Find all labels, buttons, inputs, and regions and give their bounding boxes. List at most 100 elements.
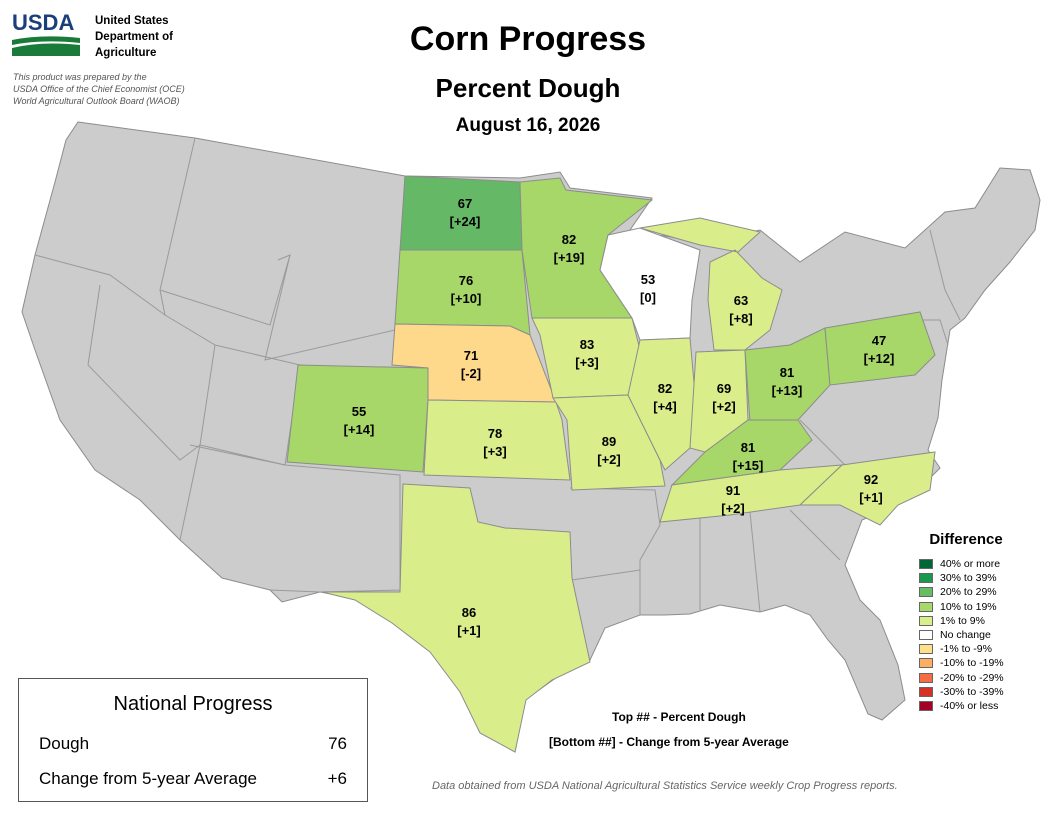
state-value-label: 47 bbox=[872, 333, 886, 348]
legend-item: 30% to 39% bbox=[916, 571, 1036, 585]
legend-swatch bbox=[919, 644, 933, 655]
state-michigan bbox=[639, 217, 783, 351]
legend-label: -10% to -19% bbox=[940, 657, 1004, 670]
prepared-line: World Agricultural Outlook Board (WAOB) bbox=[13, 96, 180, 106]
state-diff-label: [+2] bbox=[721, 501, 744, 516]
state-kansas bbox=[423, 399, 571, 481]
prepared-by-note: This product was prepared by the USDA Of… bbox=[13, 71, 185, 107]
state-diff-label: [+3] bbox=[575, 355, 598, 370]
state-diff-label: [+1] bbox=[457, 623, 480, 638]
legend-label: -40% or less bbox=[940, 699, 999, 712]
state-diff-label: [+15] bbox=[733, 458, 764, 473]
legend-swatch bbox=[919, 573, 933, 584]
state-diff-label: [-2] bbox=[461, 366, 481, 381]
state-value-label: 86 bbox=[462, 605, 476, 620]
state-value-label: 82 bbox=[658, 381, 672, 396]
agency-line: United States bbox=[95, 15, 169, 27]
state-north-carolina bbox=[798, 451, 936, 526]
state-diff-label: [0] bbox=[640, 290, 656, 305]
map-date: August 16, 2026 bbox=[455, 115, 601, 136]
legend-label: 10% to 19% bbox=[940, 600, 997, 613]
legend-item: -10% to -19% bbox=[916, 656, 1036, 670]
legend-label: -30% to -39% bbox=[940, 685, 1004, 698]
legend-item: No change bbox=[916, 628, 1036, 642]
state-diff-label: [+13] bbox=[772, 383, 803, 398]
national-progress-box: National Progress Dough 76 Change from 5… bbox=[18, 678, 368, 802]
legend-label: No change bbox=[940, 629, 991, 642]
state-diff-label: [+19] bbox=[554, 250, 585, 265]
state-value-label: 53 bbox=[641, 272, 655, 287]
state-illinois bbox=[627, 337, 697, 471]
state-diff-label: [+2] bbox=[597, 452, 620, 467]
state-diff-label: [+10] bbox=[451, 291, 482, 306]
state-value-label: 83 bbox=[580, 337, 594, 352]
legend-item: -1% to -9% bbox=[916, 642, 1036, 656]
state-value-label: 69 bbox=[717, 381, 731, 396]
national-progress-value: 76 bbox=[328, 734, 347, 753]
legend-swatch bbox=[919, 672, 933, 683]
usda-logo: USDA bbox=[12, 10, 80, 56]
legend-swatch bbox=[919, 686, 933, 697]
legend-swatch bbox=[919, 630, 933, 641]
key-bottom-note: [Bottom ##] - Change from 5-year Average bbox=[549, 735, 789, 749]
state-diff-label: [+24] bbox=[450, 214, 481, 229]
national-progress-value: +6 bbox=[327, 769, 347, 788]
state-labels: 67 [+24] 76 [+10] 71 [-2] 55 [+14] 78 [+3] 86 [+1] 8… bbox=[344, 196, 895, 638]
key-top-note: Top ## - Percent Dough bbox=[612, 710, 746, 724]
legend-label: -20% to -29% bbox=[940, 671, 1004, 684]
legend-item: 10% to 19% bbox=[916, 600, 1036, 614]
legend-title: Difference bbox=[929, 531, 1003, 548]
agency-line: Agriculture bbox=[95, 47, 157, 59]
source-note: Data obtained from USDA National Agricul… bbox=[432, 780, 898, 792]
state-value-label: 67 bbox=[458, 196, 472, 211]
national-progress-label: Dough bbox=[39, 734, 90, 753]
state-value-label: 92 bbox=[864, 472, 878, 487]
legend-item: -30% to -39% bbox=[916, 685, 1036, 699]
legend-label: 1% to 9% bbox=[940, 614, 985, 627]
legend-items: 40% or more 30% to 39% 20% to 29% 10% to 19… bbox=[916, 557, 1036, 713]
usda-logo-text: USDA bbox=[12, 10, 74, 35]
national-progress-title: National Progress bbox=[113, 693, 273, 715]
agency-line: Department of bbox=[95, 31, 173, 43]
legend-swatch bbox=[919, 700, 933, 711]
legend-item: 40% or more bbox=[916, 557, 1036, 571]
state-diff-label: [+8] bbox=[729, 311, 752, 326]
legend-swatch bbox=[919, 587, 933, 598]
national-progress-row: Change from 5-year Average +6 bbox=[39, 769, 347, 789]
state-value-label: 89 bbox=[602, 434, 616, 449]
legend-label: 20% to 29% bbox=[940, 586, 997, 599]
legend-swatch bbox=[919, 615, 933, 626]
state-value-label: 78 bbox=[488, 426, 502, 441]
state-value-label: 81 bbox=[780, 365, 794, 380]
state-value-label: 91 bbox=[726, 483, 740, 498]
state-diff-label: [+2] bbox=[712, 399, 735, 414]
legend: Difference 40% or more 30% to 39% 20% to 2… bbox=[916, 531, 1036, 713]
state-pennsylvania bbox=[824, 311, 936, 386]
national-progress-row: Dough 76 bbox=[39, 734, 347, 754]
legend-swatch bbox=[919, 658, 933, 669]
state-value-label: 82 bbox=[562, 232, 576, 247]
state-diff-label: [+14] bbox=[344, 422, 375, 437]
legend-item: 1% to 9% bbox=[916, 614, 1036, 628]
legend-item: 20% to 29% bbox=[916, 585, 1036, 599]
state-value-label: 71 bbox=[464, 348, 478, 363]
state-value-label: 55 bbox=[352, 404, 366, 419]
state-diff-label: [+4] bbox=[653, 399, 676, 414]
legend-swatch bbox=[919, 601, 933, 612]
map-title: Corn Progress bbox=[409, 20, 647, 58]
state-value-label: 76 bbox=[459, 273, 473, 288]
state-diff-label: [+3] bbox=[483, 444, 506, 459]
legend-label: 30% to 39% bbox=[940, 572, 997, 585]
legend-label: 40% or more bbox=[940, 558, 1001, 571]
national-progress-label: Change from 5-year Average bbox=[39, 769, 257, 788]
state-value-label: 81 bbox=[741, 440, 755, 455]
legend-label: -1% to -9% bbox=[940, 643, 992, 656]
state-diff-label: [+12] bbox=[864, 351, 895, 366]
prepared-line: This product was prepared by the bbox=[13, 72, 147, 82]
state-value-label: 63 bbox=[734, 293, 748, 308]
state-diff-label: [+1] bbox=[859, 490, 882, 505]
state-texas bbox=[321, 483, 591, 753]
legend-swatch bbox=[919, 559, 933, 570]
legend-item: -40% or less bbox=[916, 699, 1036, 713]
